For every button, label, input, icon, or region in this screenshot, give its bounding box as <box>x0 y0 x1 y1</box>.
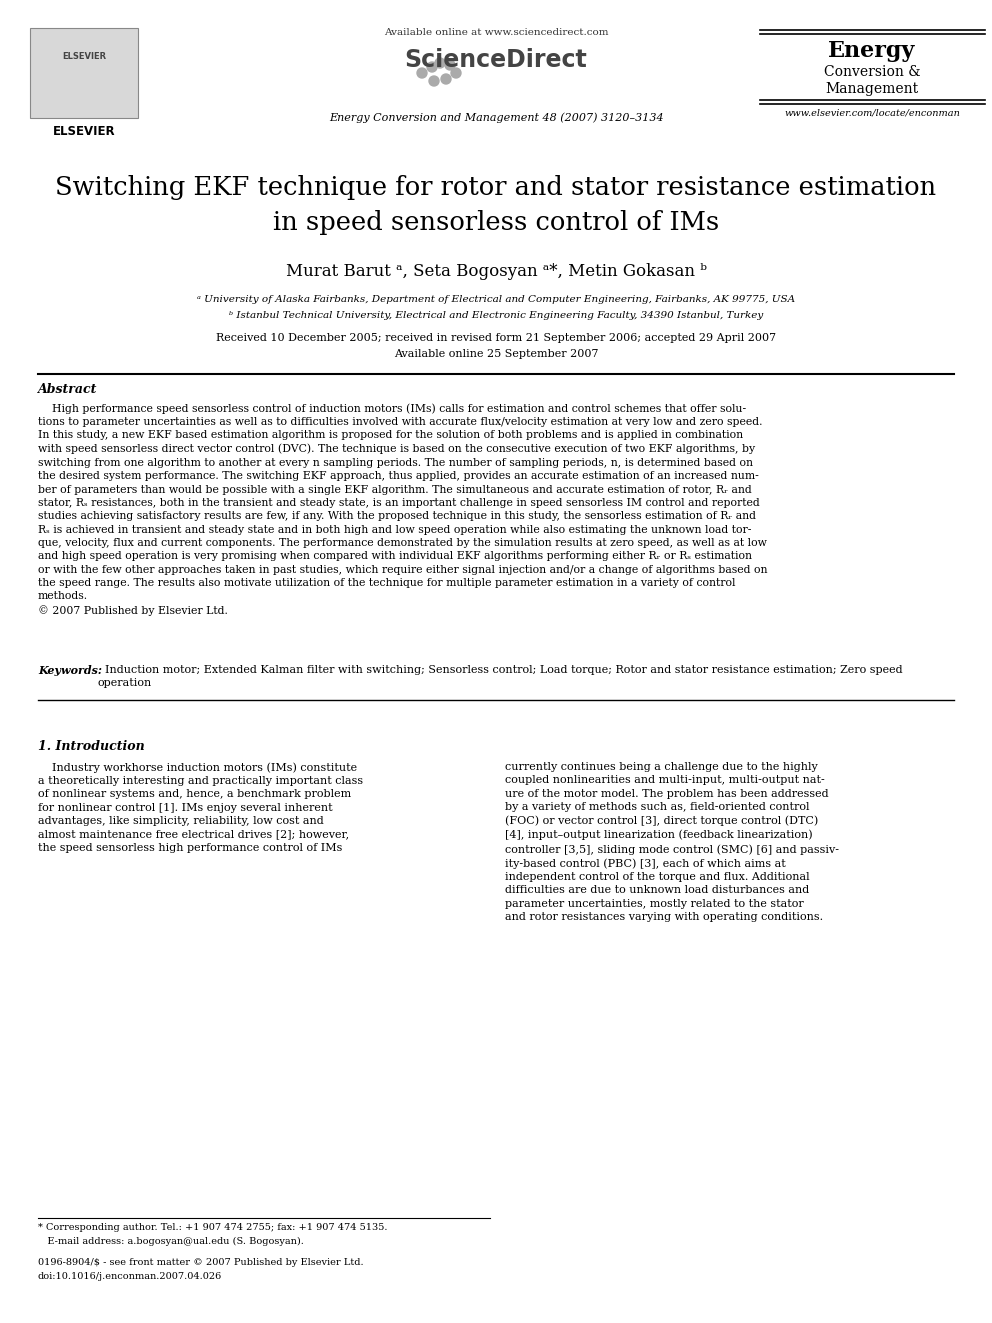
Text: Energy Conversion and Management 48 (2007) 3120–3134: Energy Conversion and Management 48 (200… <box>328 112 664 123</box>
Text: currently continues being a challenge due to the highly
coupled nonlinearities a: currently continues being a challenge du… <box>505 762 839 922</box>
Text: Available online 25 September 2007: Available online 25 September 2007 <box>394 349 598 359</box>
Text: Murat Barut ᵃ, Seta Bogosyan ᵃ*, Metin Gokasan ᵇ: Murat Barut ᵃ, Seta Bogosyan ᵃ*, Metin G… <box>286 263 706 280</box>
Circle shape <box>445 60 455 70</box>
Text: Conversion &: Conversion & <box>823 65 921 79</box>
Text: Abstract: Abstract <box>38 382 97 396</box>
Text: Industry workhorse induction motors (IMs) constitute
a theoretically interesting: Industry workhorse induction motors (IMs… <box>38 762 363 853</box>
Text: E-mail address: a.bogosyan@ual.edu (S. Bogosyan).: E-mail address: a.bogosyan@ual.edu (S. B… <box>38 1237 304 1246</box>
Text: 0196-8904/$ - see front matter © 2007 Published by Elsevier Ltd.: 0196-8904/$ - see front matter © 2007 Pu… <box>38 1258 364 1267</box>
Text: High performance speed sensorless control of induction motors (IMs) calls for es: High performance speed sensorless contro… <box>38 404 768 617</box>
Text: Energy: Energy <box>828 40 916 62</box>
Text: 1. Introduction: 1. Introduction <box>38 740 145 753</box>
Text: in speed sensorless control of IMs: in speed sensorless control of IMs <box>273 210 719 235</box>
Text: Management: Management <box>825 82 919 97</box>
Circle shape <box>441 74 451 83</box>
Circle shape <box>417 67 427 78</box>
Circle shape <box>451 67 461 78</box>
Text: Induction motor; Extended Kalman filter with switching; Sensorless control; Load: Induction motor; Extended Kalman filter … <box>98 665 903 688</box>
Circle shape <box>429 75 439 86</box>
Text: www.elsevier.com/locate/enconman: www.elsevier.com/locate/enconman <box>784 108 960 116</box>
Text: * Corresponding author. Tel.: +1 907 474 2755; fax: +1 907 474 5135.: * Corresponding author. Tel.: +1 907 474… <box>38 1222 388 1232</box>
Text: ᵇ Istanbul Technical University, Electrical and Electronic Engineering Faculty, : ᵇ Istanbul Technical University, Electri… <box>229 311 763 320</box>
Text: ELSEVIER: ELSEVIER <box>62 52 106 61</box>
Text: ScienceDirect: ScienceDirect <box>405 48 587 71</box>
Text: Received 10 December 2005; received in revised form 21 September 2006; accepted : Received 10 December 2005; received in r… <box>216 333 776 343</box>
Text: ELSEVIER: ELSEVIER <box>53 124 115 138</box>
Text: Available online at www.sciencedirect.com: Available online at www.sciencedirect.co… <box>384 28 608 37</box>
Text: doi:10.1016/j.enconman.2007.04.026: doi:10.1016/j.enconman.2007.04.026 <box>38 1271 222 1281</box>
Text: Switching EKF technique for rotor and stator resistance estimation: Switching EKF technique for rotor and st… <box>56 175 936 200</box>
Circle shape <box>435 58 445 67</box>
Text: ᵃ University of Alaska Fairbanks, Department of Electrical and Computer Engineer: ᵃ University of Alaska Fairbanks, Depart… <box>197 295 795 304</box>
Circle shape <box>427 62 437 71</box>
Text: Keywords:: Keywords: <box>38 665 102 676</box>
FancyBboxPatch shape <box>30 28 138 118</box>
